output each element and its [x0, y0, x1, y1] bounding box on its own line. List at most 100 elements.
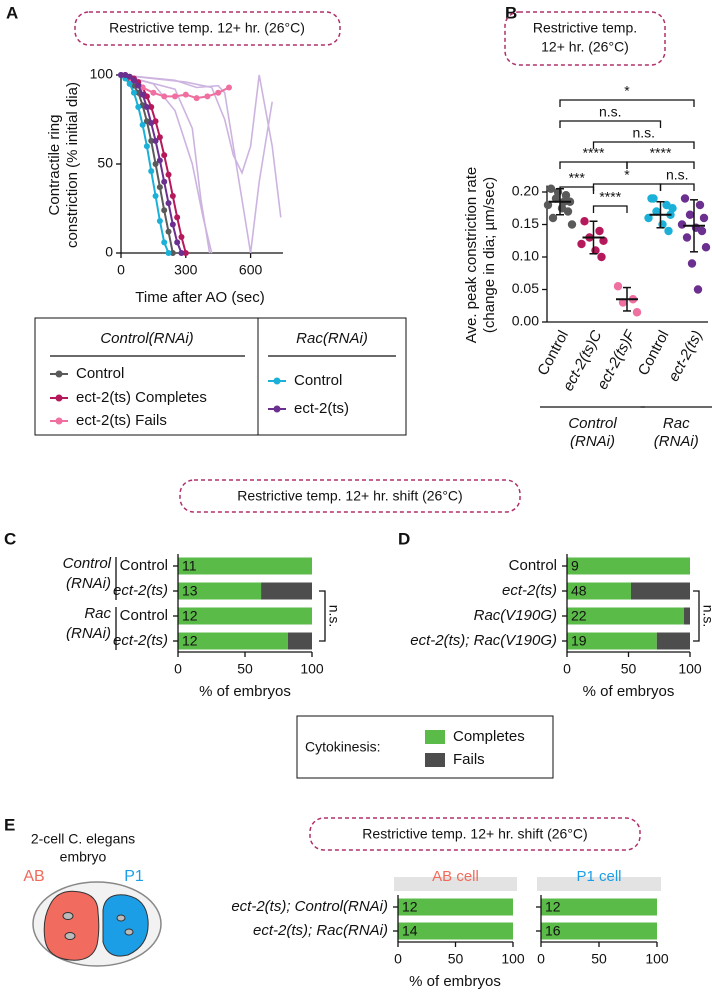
bar-count: 11	[182, 558, 197, 574]
panel-e-title: Restrictive temp. 12+ hr. shift (26°C)	[362, 826, 587, 842]
trace-line	[120, 74, 273, 254]
sig-label: n.s.	[700, 605, 712, 628]
data-point	[161, 178, 168, 185]
data-point	[178, 250, 185, 256]
group-label: (RNAi)	[654, 433, 699, 450]
diagram-label: embryo	[60, 849, 107, 865]
title-box	[74, 11, 341, 46]
y-tick-label: 0.00	[512, 313, 539, 329]
bar	[398, 922, 513, 940]
data-point	[152, 193, 159, 200]
x-axis-label: Time after AO (sec)	[135, 289, 264, 306]
bar-count: 48	[571, 583, 587, 599]
bar	[630, 582, 690, 600]
data-point	[169, 193, 176, 200]
bar-count: 13	[182, 583, 198, 599]
y-tick-label: ect-2(ts)	[502, 582, 557, 599]
data-point	[685, 210, 695, 219]
bar-count: 12	[182, 633, 198, 649]
data-point	[551, 194, 561, 203]
x-tick-label: 100	[501, 951, 525, 967]
data-point	[682, 233, 692, 242]
bar	[567, 632, 657, 650]
bar	[178, 582, 262, 600]
data-point	[148, 137, 155, 144]
x-tick-label: 0	[174, 661, 182, 677]
sig-label: *	[624, 167, 630, 183]
legend-swatch	[55, 417, 63, 425]
trace-line	[120, 74, 282, 218]
group-label: Control	[63, 555, 112, 572]
legend-swatch	[55, 370, 63, 378]
diagram-label: 2-cell C. elegans	[31, 831, 135, 847]
legend-group-title: Control(RNAi)	[100, 330, 193, 347]
panel-label: D	[398, 529, 410, 548]
bar	[567, 582, 631, 600]
data-point	[169, 221, 176, 228]
group-label: Control	[568, 415, 617, 432]
legend-box	[296, 715, 554, 779]
y-axis-label: Contractile ring	[46, 115, 63, 216]
bar	[178, 607, 312, 625]
data-point	[165, 228, 172, 235]
x-axis-label: % of embryos	[583, 683, 675, 700]
title-band	[537, 877, 661, 891]
legend-label: ect-2(ts) Completes	[76, 389, 207, 406]
x-tick-label: 0	[563, 661, 571, 677]
bar-count: 14	[402, 923, 418, 939]
data-point	[182, 250, 189, 256]
bar-count: 9	[571, 558, 579, 574]
x-tick-label: 50	[591, 951, 607, 967]
bar	[541, 922, 657, 940]
x-tick-label: 50	[621, 661, 637, 677]
sig-bracket	[626, 161, 695, 169]
data-point	[226, 84, 232, 91]
cell-label: P1	[124, 868, 144, 885]
y-tick-label: 100	[90, 66, 114, 82]
data-point	[632, 308, 642, 317]
data-point	[204, 93, 211, 100]
data-point	[148, 168, 155, 175]
legend-label: Control	[76, 365, 124, 382]
data-point	[150, 89, 157, 96]
data-point	[165, 171, 172, 178]
data-point	[156, 134, 163, 141]
legend-swatch	[425, 730, 445, 744]
x-tick-label: 100	[300, 661, 324, 677]
sig-bracket	[592, 141, 695, 149]
sig-label: n.s.	[632, 125, 655, 141]
chart-title: P1 cell	[576, 868, 621, 885]
data-point	[680, 194, 690, 203]
data-point	[546, 184, 556, 193]
bar	[567, 607, 684, 625]
y-tick-label: 0.15	[512, 215, 539, 231]
y-tick-label: ect-2(ts); Rac(RNAi)	[253, 922, 388, 939]
y-tick-label: 0.05	[512, 280, 539, 296]
data-point	[139, 121, 146, 128]
x-tick-label: 100	[645, 951, 669, 967]
data-point	[178, 233, 185, 240]
data-point	[563, 207, 573, 216]
y-tick-label: Rac(V190G)	[474, 607, 557, 624]
data-point	[599, 236, 608, 245]
data-point	[156, 217, 163, 224]
data-point	[668, 204, 677, 213]
bar	[287, 632, 312, 650]
data-point	[193, 95, 200, 102]
y-tick-label: ect-2(ts); Rac(V190G)	[410, 632, 557, 649]
data-point	[577, 239, 586, 249]
legend-label: Fails	[453, 751, 485, 768]
group-label: (RNAi)	[570, 433, 615, 450]
bar	[656, 632, 690, 650]
data-point	[561, 191, 571, 200]
data-point	[156, 157, 163, 164]
data-point	[130, 89, 137, 96]
bar-count: 12	[182, 608, 198, 624]
y-tick-label: 0	[105, 244, 113, 260]
title-box	[309, 817, 641, 851]
bar	[541, 898, 657, 916]
data-point	[699, 213, 709, 223]
legend-label: ect-2(ts) Fails	[76, 412, 167, 429]
sig-label: n.s.	[326, 605, 342, 628]
data-point	[148, 104, 155, 111]
